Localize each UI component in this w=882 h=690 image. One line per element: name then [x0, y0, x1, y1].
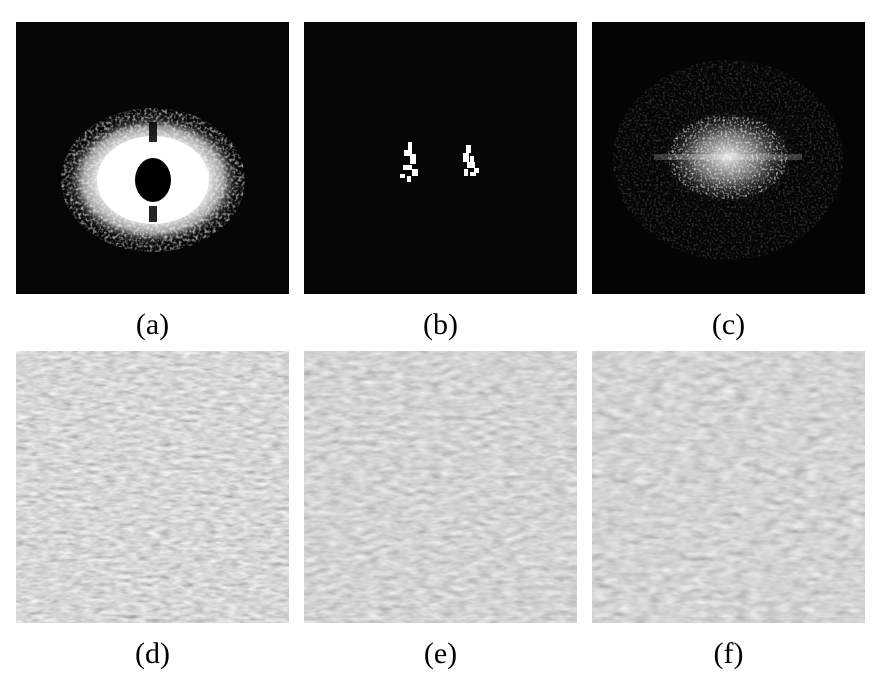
- caption-d: (d): [135, 637, 170, 670]
- ring-spectrum-graphic: [16, 22, 289, 294]
- caption-e: (e): [423, 637, 458, 670]
- diffuse-spectrum-graphic: [592, 22, 865, 294]
- texture-e-graphic: [304, 351, 577, 623]
- panel-d-texture-image: [16, 351, 289, 623]
- caption-a: (a): [135, 308, 170, 341]
- panel-b-spectrum-image: [304, 22, 577, 294]
- right-lobe: [463, 145, 479, 176]
- panel-c-spectrum-image: [592, 22, 865, 294]
- center-dark-spot: [135, 158, 171, 202]
- caption-c: (c): [711, 308, 746, 341]
- panel-a-spectrum-image: [16, 22, 289, 294]
- caption-b: (b): [423, 308, 458, 341]
- two-lobe-spectrum-graphic: [304, 22, 577, 294]
- texture-d-graphic: [16, 351, 289, 623]
- caption-f: (f): [713, 637, 744, 670]
- panel-f-texture-image: [592, 351, 865, 623]
- panel-e-texture-image: [304, 351, 577, 623]
- left-lobe: [400, 142, 418, 182]
- texture-f-graphic: [592, 351, 865, 623]
